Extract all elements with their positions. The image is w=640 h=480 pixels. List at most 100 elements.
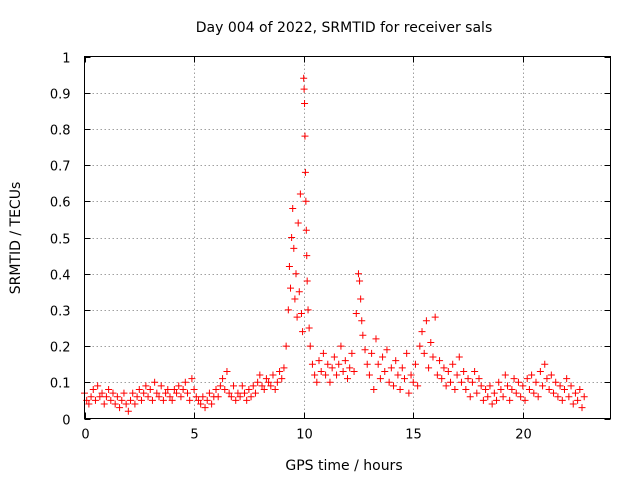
data-point: [431, 313, 439, 321]
data-point: [208, 400, 216, 408]
data-point: [238, 382, 246, 390]
data-point: [301, 132, 309, 140]
data-point: [186, 396, 194, 404]
data-point: [201, 404, 209, 412]
data-point: [547, 371, 555, 379]
data-point: [486, 382, 494, 390]
data-point: [571, 389, 579, 397]
data-point: [288, 234, 296, 241]
data-point: [317, 367, 325, 375]
data-point: [234, 389, 242, 397]
data-point: [550, 389, 558, 397]
x-tick-labels: 0 5 10 15 20: [81, 428, 531, 443]
data-point: [153, 389, 161, 397]
data-point: [184, 389, 192, 397]
data-point: [166, 393, 174, 401]
data-point: [296, 190, 304, 198]
data-point: [473, 389, 481, 397]
data-point: [227, 393, 235, 401]
x-tick-label: 15: [405, 428, 422, 443]
data-point: [293, 313, 301, 321]
x-tick-label: 10: [296, 428, 313, 443]
data-point: [416, 342, 424, 350]
data-point: [580, 393, 588, 401]
data-point: [273, 378, 281, 386]
data-point: [297, 310, 305, 318]
data-point: [457, 378, 465, 386]
data-point: [390, 382, 398, 390]
data-point: [133, 393, 141, 401]
data-point: [300, 74, 308, 82]
data-point: [499, 393, 507, 401]
data-point: [129, 389, 137, 397]
y-tick-label: 0.5: [50, 233, 71, 248]
data-point: [276, 367, 284, 375]
data-point: [508, 386, 516, 394]
data-point: [565, 393, 573, 401]
data-point: [214, 393, 222, 401]
data-point: [269, 371, 277, 379]
data-point: [398, 364, 406, 372]
data-point: [190, 386, 198, 394]
data-point: [407, 371, 415, 379]
data-point: [462, 386, 470, 394]
data-point: [394, 371, 402, 379]
data-point: [159, 396, 167, 404]
data-point: [267, 382, 275, 390]
data-point: [392, 357, 400, 365]
data-point: [370, 386, 378, 394]
data-point: [350, 367, 358, 375]
data-point: [374, 360, 382, 368]
data-point: [328, 364, 336, 372]
data-point: [292, 270, 300, 278]
data-point: [482, 386, 490, 394]
y-tick-labels: 0 0.1 0.2 0.3 0.4 0.5 0.6 0.7 0.8 0.9 1: [50, 52, 71, 429]
data-point: [512, 389, 520, 397]
data-point: [534, 393, 542, 401]
data-point: [324, 360, 332, 368]
data-point: [105, 386, 113, 394]
data-point: [256, 371, 264, 379]
data-point: [569, 400, 577, 408]
data-point: [363, 360, 371, 368]
data-point: [532, 378, 540, 386]
data-point: [219, 375, 227, 383]
data-point: [356, 277, 364, 285]
data-point: [265, 378, 273, 386]
data-point: [425, 364, 433, 372]
data-point: [418, 328, 426, 336]
data-point: [528, 371, 536, 379]
data-point: [541, 360, 549, 368]
data-point: [302, 197, 310, 205]
data-point: [291, 295, 299, 303]
data-point: [411, 360, 419, 368]
y-tick-label: 0: [62, 414, 70, 429]
data-point: [285, 262, 293, 270]
data-point: [258, 382, 266, 390]
data-point: [107, 396, 115, 404]
data-point: [372, 335, 380, 343]
data-point: [164, 386, 172, 394]
data-point: [442, 382, 450, 390]
data-point: [501, 371, 509, 379]
data-point: [155, 393, 163, 401]
data-point: [98, 389, 106, 397]
data-point: [440, 364, 448, 372]
x-tick-label: 5: [190, 428, 198, 443]
data-point: [168, 396, 176, 404]
y-tick-label: 0.9: [50, 88, 71, 103]
data-point: [140, 389, 148, 397]
x-tick-label: 20: [515, 428, 532, 443]
data-point: [91, 396, 99, 404]
data-point: [177, 393, 185, 401]
data-point: [365, 371, 373, 379]
data-point: [497, 386, 505, 394]
grid-lines: [84, 56, 611, 419]
data-point: [306, 342, 314, 350]
data-point: [341, 357, 349, 365]
data-point: [444, 367, 452, 375]
data-point: [179, 386, 187, 394]
data-point: [344, 375, 351, 383]
data-point: [438, 375, 446, 383]
